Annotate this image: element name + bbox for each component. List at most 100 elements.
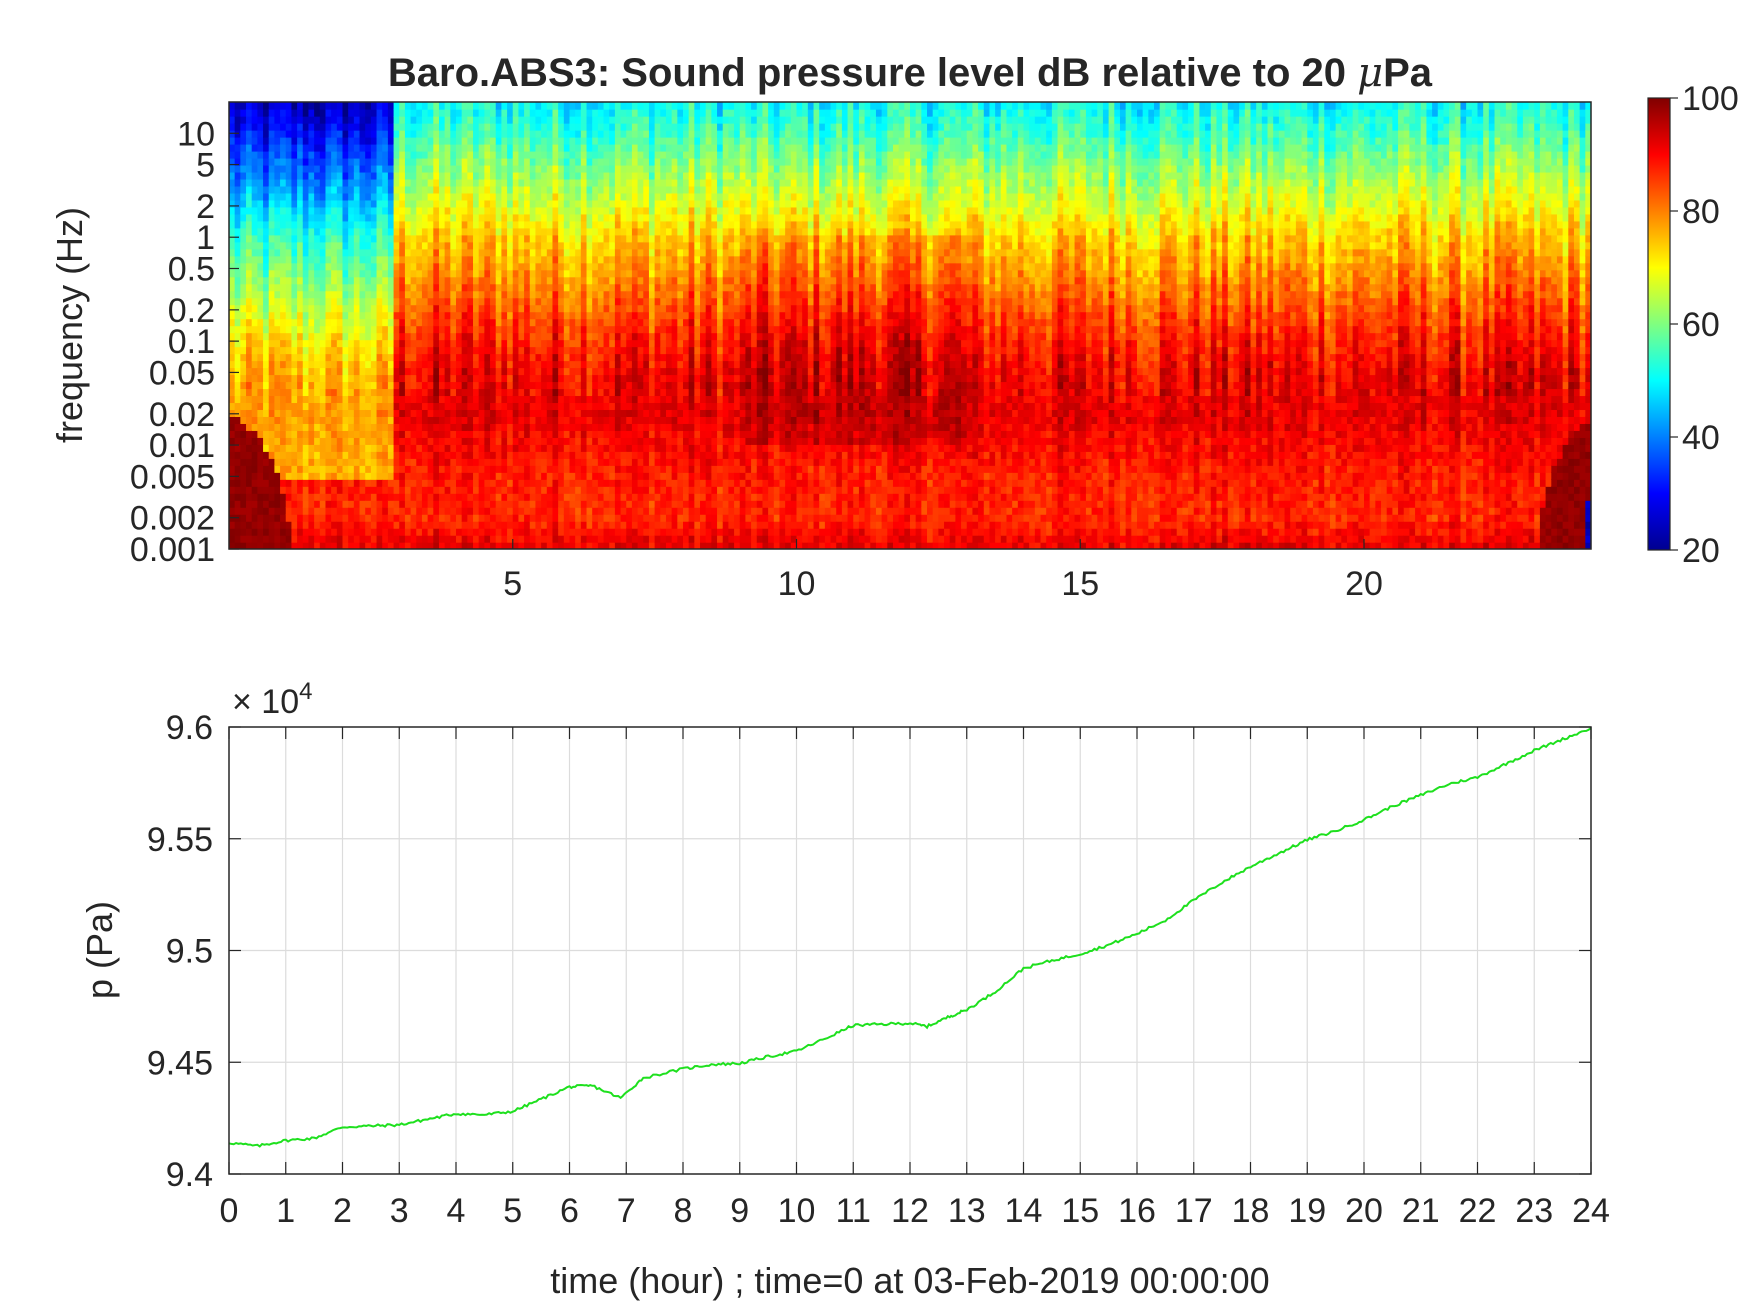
spectrogram-cell	[648, 521, 656, 529]
spectrogram-cell	[421, 192, 429, 201]
spectrogram-cell	[620, 157, 627, 166]
spectrogram-cell	[336, 360, 344, 369]
spectrogram-cell	[631, 220, 639, 229]
spectrogram-cell	[501, 472, 508, 480]
spectrogram-cell	[467, 437, 474, 445]
spectrogram-cell	[535, 514, 542, 522]
spectrogram-cell	[348, 206, 355, 215]
spectrogram-cell	[569, 297, 576, 306]
spectrogram-cell	[654, 332, 661, 341]
spectrogram-cell	[665, 269, 673, 278]
spectrogram-cell	[319, 332, 327, 341]
spectrogram-cell	[614, 374, 622, 383]
spectrogram-cell	[410, 276, 417, 285]
spectrogram-cell	[580, 318, 588, 327]
spectrogram-cell	[370, 199, 378, 208]
spectrogram-cell	[518, 444, 525, 452]
spectrogram-cell	[665, 493, 673, 501]
spectrogram-cell	[438, 157, 446, 166]
spectrogram-cell	[302, 178, 310, 187]
spectrogram-cell	[274, 129, 281, 138]
spectrogram-cell	[257, 227, 264, 236]
spectrogram-cell	[461, 486, 469, 494]
spectrogram-cell	[501, 542, 508, 549]
spectrogram-cell	[263, 437, 270, 445]
spectrogram-cell	[263, 444, 270, 452]
spectrogram-cell	[336, 234, 344, 243]
spectrogram-cell	[660, 430, 667, 438]
spectrogram-cell	[461, 276, 469, 285]
spectrogram-cell	[308, 325, 315, 334]
spectrogram-cell	[637, 164, 644, 173]
spectrogram-cell	[501, 395, 508, 404]
spectrogram-cell	[563, 514, 571, 522]
spectrogram-cell	[399, 346, 406, 355]
spectrogram-cell	[325, 486, 332, 494]
spectrogram-cell	[325, 402, 332, 411]
spectrogram-cell	[291, 409, 298, 417]
spectrogram-cell	[518, 381, 525, 390]
spectrogram-cell	[512, 150, 520, 159]
spectrogram-cell	[546, 220, 554, 229]
spectrogram-cell	[541, 297, 548, 306]
spectrogram-cell	[348, 164, 355, 173]
spectrogram-cell	[501, 178, 508, 187]
spectrogram-cell	[501, 318, 508, 327]
spectrogram-cell	[558, 234, 565, 243]
spectrogram-cell	[353, 458, 361, 466]
spectrogram-cell	[660, 437, 667, 445]
spectrogram-cell	[473, 150, 480, 159]
spectrogram-cell	[353, 248, 361, 257]
spectrogram-cell	[257, 276, 264, 285]
spectrogram-cell	[558, 381, 565, 390]
spectrogram-cell	[348, 220, 355, 229]
spectrogram-cell	[552, 122, 559, 131]
spectrogram-cell	[643, 283, 650, 292]
spectrogram-cell	[501, 206, 508, 215]
spectrogram-cell	[484, 367, 491, 376]
spectrogram-cell	[416, 486, 423, 494]
spectrogram-cell	[421, 451, 429, 459]
spectrogram-cell	[648, 367, 656, 376]
spectrogram-cell	[410, 129, 417, 138]
spectrogram-cell	[438, 339, 446, 348]
spectrogram-cell	[665, 465, 673, 473]
spectrogram-cell	[586, 171, 593, 180]
spectrogram-cell	[660, 458, 667, 466]
spectrogram-cell	[592, 444, 599, 452]
spectrogram-cell	[654, 143, 661, 152]
spectrogram-cell	[263, 332, 270, 341]
spectrogram-cell	[478, 213, 486, 222]
spectrogram-cell	[643, 150, 650, 159]
spectrogram-cell	[484, 493, 491, 501]
spectrogram-cell	[399, 437, 406, 445]
spectrogram-cell	[643, 220, 650, 229]
spectrogram-cell	[614, 311, 622, 320]
spectrogram-cell	[234, 458, 242, 466]
spectrogram-cell	[285, 262, 293, 271]
spectrogram-cell	[297, 171, 304, 180]
spectrogram-cell	[348, 507, 355, 515]
spectrogram-cell	[365, 458, 372, 466]
spectrogram-cell	[648, 178, 656, 187]
spectrogram-cell	[484, 535, 491, 543]
spectrogram-cell	[490, 381, 497, 390]
spectrogram-cell	[586, 332, 593, 341]
spectrogram-cell	[665, 206, 673, 215]
spectrogram-cell	[637, 381, 644, 390]
spectrogram-cell	[433, 339, 440, 348]
spectrogram-cell	[297, 479, 304, 487]
spectrogram-cell	[376, 115, 383, 124]
spectrogram-cell	[285, 283, 293, 292]
spectrogram-cell	[342, 122, 349, 131]
spectrogram-cell	[348, 381, 355, 390]
spectrogram-cell	[637, 528, 644, 536]
spectrogram-cell	[365, 304, 372, 313]
spectrogram-cell	[268, 374, 276, 383]
spectrogram-cell	[336, 150, 344, 159]
spectrogram-cell	[467, 360, 474, 369]
spectrogram-cell	[495, 416, 503, 424]
spectrogram-cell	[438, 234, 446, 243]
spectrogram-cell	[529, 374, 537, 383]
spectrogram-cell	[274, 192, 281, 201]
